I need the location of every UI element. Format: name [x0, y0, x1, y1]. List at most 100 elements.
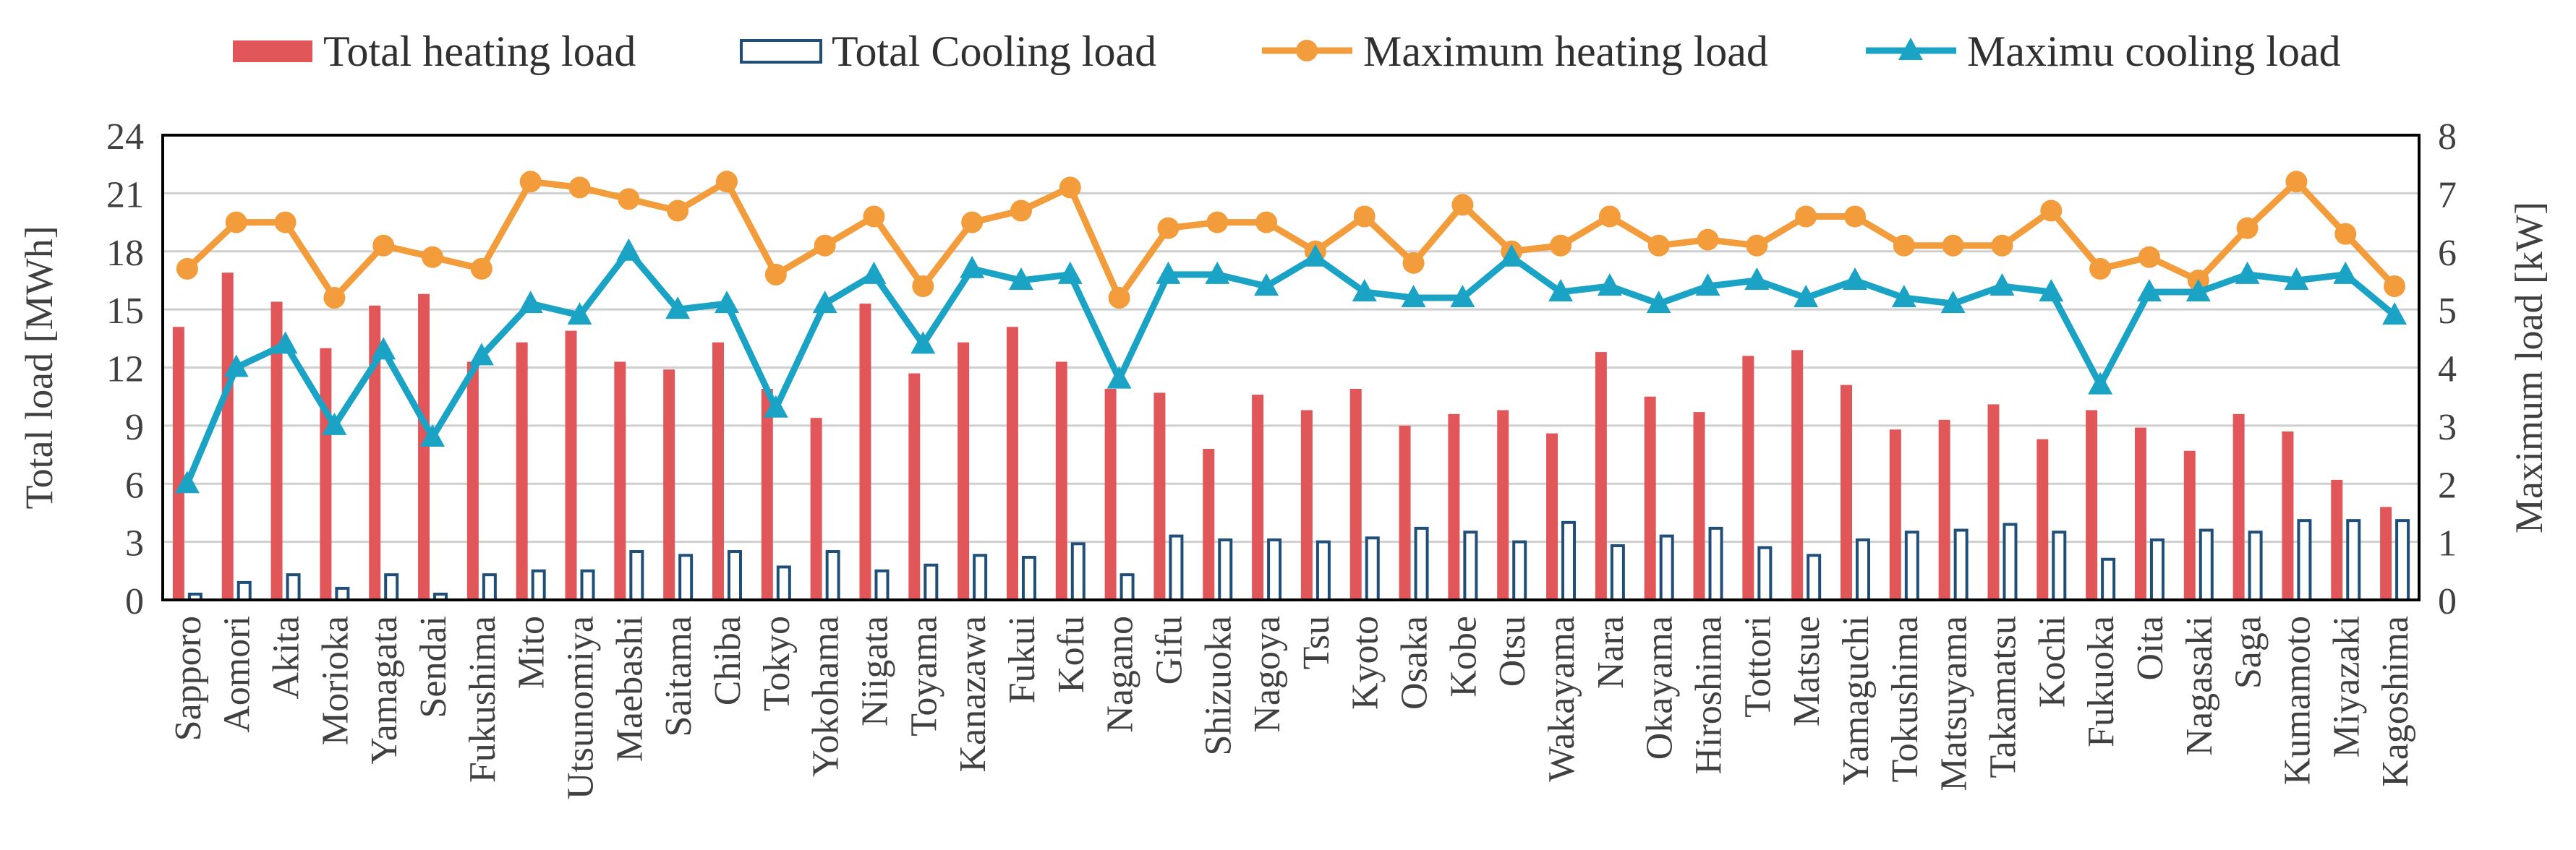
cooling-bar: [1610, 544, 1625, 602]
cooling-max-point: [1057, 261, 1083, 284]
heating-bar: [1938, 419, 1950, 600]
series-line: [184, 178, 2397, 301]
cooling-max-point: [2235, 261, 2260, 284]
heating-bar: [859, 304, 871, 600]
heating-bar: [270, 301, 283, 600]
x-tick-label: Kumamoto: [2277, 616, 2318, 785]
heating-max-point: [2138, 246, 2160, 268]
x-tick-label: Sendai: [413, 616, 454, 718]
cooling-bar: [1953, 528, 1969, 601]
heating-max-point: [422, 246, 444, 268]
heating-bar: [369, 305, 381, 600]
x-tick-label: Nagano: [1100, 616, 1141, 733]
x-tick-label: Akita: [266, 616, 307, 700]
heating-max-point: [2334, 223, 2357, 245]
x-tick-label: Tokushima: [1885, 616, 1926, 782]
heating-bar: [565, 330, 577, 600]
cooling-bar: [1267, 538, 1282, 602]
cooling-max-point: [763, 395, 788, 418]
heating-max-point: [2236, 217, 2259, 239]
cooling-max-point: [665, 296, 691, 319]
x-tick-label: Tsu: [1296, 616, 1337, 669]
cooling-bar: [1021, 556, 1036, 602]
cooling-bar: [286, 573, 301, 602]
cooling-bar: [1561, 520, 1577, 601]
heating-bar: [1300, 410, 1313, 600]
heating-bar: [908, 373, 921, 600]
heating-max-point: [1108, 287, 1130, 309]
right-tick-label: 6: [2438, 233, 2457, 274]
x-tick-label: Aomori: [217, 616, 258, 733]
x-tick-label: Wakayama: [1541, 616, 1582, 782]
cooling-bar: [728, 550, 742, 601]
cooling-max-point: [1548, 279, 1574, 302]
heating-max-point: [1255, 211, 1278, 233]
heating-bar: [2380, 507, 2392, 600]
heating-max-point: [814, 234, 836, 257]
cooling-bar: [580, 569, 595, 601]
heating-bar: [712, 342, 724, 600]
heating-bar: [1006, 327, 1018, 600]
cooling-max-point: [1499, 244, 1524, 267]
cooling-max-point: [322, 412, 347, 435]
heating-max-point: [1942, 234, 1964, 257]
cooling-bar: [2052, 531, 2067, 602]
x-tick-label: Yamagata: [364, 616, 405, 765]
heating-max-point: [176, 257, 198, 280]
x-tick-label: Nagoya: [1247, 616, 1288, 733]
cooling-bar: [1315, 540, 1331, 601]
left-tick-label: 21: [106, 174, 144, 215]
legend: Total heating load Total Cooling load Maxi…: [233, 27, 2341, 75]
cooling-bar: [1070, 542, 1086, 601]
heating-bar: [1153, 392, 1166, 600]
heating-bar: [466, 361, 479, 600]
left-axis-ticks: 0 3 6 9 12 15 18 21 24: [106, 116, 144, 622]
heating-max-point: [618, 188, 640, 210]
cooling-max-point: [420, 424, 445, 447]
bars: [172, 272, 2410, 602]
cooling-max-point: [223, 354, 249, 377]
x-tick-label: Oita: [2130, 616, 2171, 681]
heating-bar: [1987, 404, 2000, 600]
cooling-max-point: [174, 471, 200, 494]
heating-max-point: [863, 205, 885, 228]
right-tick-label: 4: [2438, 349, 2457, 390]
cooling-bar: [678, 554, 694, 601]
heating-max-point: [2285, 171, 2308, 193]
heating-max-point: [1795, 205, 1817, 228]
heating-bar: [172, 327, 184, 600]
left-tick-label: 15: [106, 291, 144, 332]
cooling-max-point: [1891, 285, 1916, 308]
cooling-bar: [1807, 554, 1822, 601]
cooling-max-point: [1597, 272, 1622, 296]
x-tick-label: Niigata: [854, 616, 895, 726]
heating-max-point: [274, 211, 297, 233]
cooling-bar: [825, 550, 840, 601]
left-tick-label: 6: [125, 465, 144, 506]
x-tick-label: Saitama: [658, 616, 699, 737]
x-tick-label: Matsue: [1786, 616, 1827, 726]
heating-max-point: [667, 199, 689, 222]
cooling-max-point: [1106, 366, 1132, 389]
x-tick-label: Fukuoka: [2081, 616, 2122, 747]
cooling-bar: [973, 554, 988, 601]
heating-max-point: [519, 171, 542, 193]
x-tick-label: Mito: [511, 616, 553, 689]
x-tick-label: Tottori: [1737, 616, 1778, 718]
heating-max-point: [1206, 211, 1229, 233]
legend-label: Total heating load: [323, 27, 636, 75]
heating-max-point: [1353, 205, 1376, 228]
heating-max-point: [372, 234, 395, 257]
cooling-bar: [1414, 526, 1429, 602]
cooling-max-point: [1205, 261, 1230, 284]
heating-max-point: [2040, 199, 2063, 222]
series-line: [184, 248, 2397, 485]
right-tick-label: 2: [2438, 465, 2457, 506]
heating-bar: [1252, 395, 1264, 600]
gridlines: [163, 192, 2419, 544]
right-tick-label: 7: [2438, 174, 2457, 215]
heating-max-point: [1157, 217, 1180, 239]
heating-bar: [2134, 427, 2146, 600]
x-tick-label: Chiba: [707, 616, 749, 705]
x-tick-label: Morioka: [315, 616, 356, 745]
